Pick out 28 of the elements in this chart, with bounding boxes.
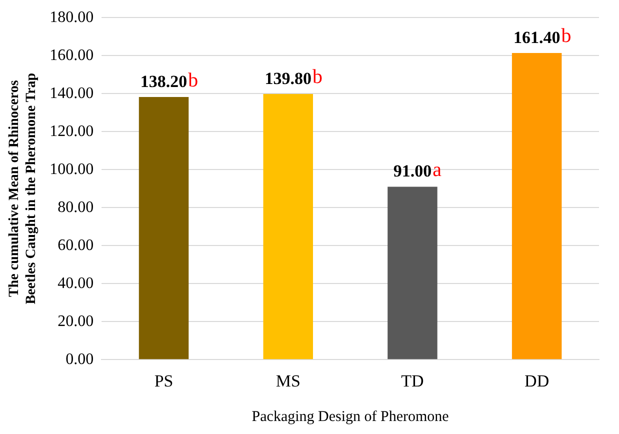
data-label: 91.00 bbox=[393, 162, 432, 181]
y-tick-label: 100.00 bbox=[50, 160, 94, 178]
annotation: b bbox=[188, 69, 198, 92]
annotation: b bbox=[312, 66, 322, 88]
bar bbox=[138, 97, 189, 360]
data-label: 139.80 bbox=[264, 68, 312, 88]
y-tick-label: 80.00 bbox=[58, 198, 94, 216]
y-tick-label: 20.00 bbox=[58, 312, 94, 330]
bar bbox=[388, 186, 438, 360]
annotation: b bbox=[561, 25, 572, 48]
bar bbox=[512, 52, 562, 360]
bar bbox=[263, 94, 313, 360]
y-tick-label: 160.00 bbox=[50, 46, 94, 64]
data-label: 161.40 bbox=[513, 28, 560, 47]
annotation: a bbox=[432, 158, 442, 181]
x-tick-label: MS bbox=[276, 371, 300, 390]
y-tick-label: 0.00 bbox=[66, 350, 94, 368]
y-tick-label: 60.00 bbox=[58, 236, 94, 254]
x-tick-label: DD bbox=[524, 371, 550, 390]
data-label: 138.20 bbox=[140, 72, 188, 91]
y-tick-label: 180.00 bbox=[50, 8, 94, 26]
x-tick-label: PS bbox=[154, 371, 174, 390]
x-axis-title: Packaging Design of Pheromone bbox=[252, 408, 450, 425]
y-tick-label: 40.00 bbox=[58, 274, 94, 292]
y-tick-label: 120.00 bbox=[50, 122, 94, 140]
x-tick-label: TD bbox=[401, 371, 424, 390]
y-tick-label: 140.00 bbox=[50, 84, 94, 102]
y-axis-title: The cumulative Mean of Rhinoceros Beetles Caught in the Pheromone Trap bbox=[7, 72, 39, 304]
